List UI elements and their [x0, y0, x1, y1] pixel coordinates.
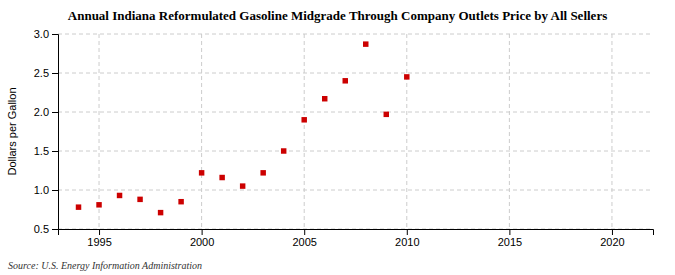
grid-line-x [304, 34, 305, 229]
title: Annual Indiana Reformulated Gasoline Mid… [68, 8, 607, 23]
y-tick: 1.5 [34, 145, 58, 157]
point [240, 183, 245, 188]
x-tick-label: 2005 [292, 236, 316, 248]
y-axis-line [52, 35, 59, 230]
grid-line-x [201, 34, 202, 229]
point [117, 193, 122, 198]
point [384, 112, 389, 117]
y-tick-label: 1.0 [34, 184, 49, 196]
points [76, 41, 410, 215]
x-tick-label: 1995 [87, 236, 111, 248]
y-tick-label: 3.0 [34, 28, 49, 40]
grid [58, 34, 653, 229]
y-axis-title: Dollars per Gallon [6, 87, 18, 175]
point [219, 175, 224, 180]
grid-line-y [58, 34, 653, 35]
point [76, 204, 81, 209]
x-tick: 2020 [600, 229, 624, 248]
y-tick-mark [52, 229, 58, 230]
point [404, 74, 409, 79]
x-tick: 2005 [292, 229, 316, 248]
grid-line-x [406, 34, 407, 229]
grid-line-y [58, 190, 653, 191]
y-tick-mark [52, 34, 58, 35]
y-tick-label: 2.5 [34, 67, 49, 79]
y-tick-mark [52, 151, 58, 152]
point [96, 202, 101, 207]
x-tick: 2000 [190, 229, 214, 248]
x-tick-mark [407, 229, 408, 235]
x-tick-mark [612, 229, 613, 235]
y-tick-label: 2.0 [34, 106, 49, 118]
y-tick: 2.5 [34, 67, 58, 79]
y-tick-mark [52, 190, 58, 191]
y-tick: 0.5 [34, 223, 58, 235]
point [281, 148, 286, 153]
grid-line-x [611, 34, 612, 229]
x-tick-label: 2000 [190, 236, 214, 248]
grid-line-y [58, 151, 653, 152]
y-tick-mark [52, 112, 58, 113]
x-tick-mark [304, 229, 305, 235]
grid-line-x [99, 34, 100, 229]
y-tick-label: 1.5 [34, 145, 49, 157]
grid-line-x [509, 34, 510, 229]
x-tick-mark [509, 229, 510, 235]
x-tick-mark [99, 229, 100, 235]
point [199, 170, 204, 175]
grid-line-y [58, 112, 653, 113]
x-tick: 2010 [395, 229, 419, 248]
x-axis: 1995 2000 2005 2010 2015 2020 [59, 229, 654, 248]
y-tick-mark [52, 73, 58, 74]
x-tick-mark [202, 229, 203, 235]
x-tick: 1995 [87, 229, 111, 248]
point [158, 210, 163, 215]
x-tick: 2015 [498, 229, 522, 248]
y-axis: 0.5 1.0 1.5 2.0 2.5 3.0 [34, 28, 59, 235]
x-axis-line [59, 230, 654, 236]
y-tick: 3.0 [34, 28, 58, 40]
x-tick-label: 2020 [600, 236, 624, 248]
point [301, 117, 306, 122]
y-tick: 2.0 [34, 106, 58, 118]
y-tick-label: 0.5 [34, 223, 49, 235]
plot-area: 1995 2000 2005 2010 2015 2020 0.5 1.0 1.5 2.0 2.5 3… [34, 28, 654, 248]
y-tick: 1.0 [34, 184, 58, 196]
point [260, 170, 265, 175]
grid-line-y [58, 73, 653, 74]
point [178, 199, 183, 204]
chart: 1995 2000 2005 2010 2015 2020 0.5 1.0 1.5 2.0 2.5 3… [0, 0, 675, 275]
point [343, 78, 348, 83]
source-note: Source: U.S. Energy Information Administ… [8, 260, 202, 271]
x-tick-label: 2010 [395, 236, 419, 248]
x-tick-label: 2015 [498, 236, 522, 248]
point [137, 197, 142, 202]
point [322, 96, 327, 101]
point [363, 41, 368, 46]
